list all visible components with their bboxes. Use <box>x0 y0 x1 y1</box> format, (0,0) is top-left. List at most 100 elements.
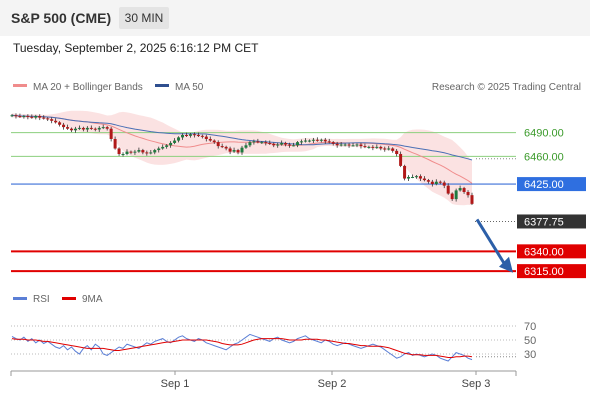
candle-body <box>438 181 442 183</box>
rsi-tick-label: 30 <box>524 349 536 361</box>
candle-body <box>355 144 359 146</box>
candle-body <box>299 141 303 143</box>
ma50-legend-swatch <box>155 84 169 87</box>
candle-body <box>224 146 228 149</box>
pivot-label: 6425.00 <box>524 179 564 191</box>
last-price-label: 6377.75 <box>524 216 564 228</box>
candle-body <box>426 180 430 182</box>
candle-body <box>303 140 307 142</box>
x-axis-labels: Sep 1 Sep 2 Sep 3 <box>161 371 491 390</box>
candle-body <box>240 147 244 153</box>
candle-body <box>204 136 208 139</box>
candle-body <box>101 127 105 129</box>
candle-body <box>81 127 85 130</box>
candle-body <box>268 142 272 144</box>
candle-body <box>232 150 236 152</box>
candle-body <box>228 148 232 152</box>
support-label-box <box>517 244 586 259</box>
candle-body <box>89 127 93 129</box>
candle-body <box>343 144 347 146</box>
bb-legend-swatch <box>13 84 27 87</box>
price-plot: 6490.00 6460.00 6425.00 6377.75 6340.00 6315.… <box>10 110 586 279</box>
candle-body <box>446 185 450 194</box>
candle-body <box>173 140 177 143</box>
candle-body <box>418 176 422 179</box>
candle-body <box>288 144 292 146</box>
candle-body <box>252 141 256 143</box>
support-label-box <box>517 264 586 279</box>
candle-body <box>85 127 89 130</box>
bollinger-band <box>12 110 472 206</box>
candle-body <box>430 181 434 185</box>
rsi-ma-line <box>11 338 473 358</box>
candle-body <box>196 135 200 137</box>
rsi-plot: 70 50 30 <box>11 321 536 362</box>
candle-body <box>220 146 224 148</box>
candle-body <box>77 127 81 129</box>
header-bar: S&P 500 (CME) 30 MIN <box>0 0 590 36</box>
candle-body <box>157 148 161 151</box>
candle-body <box>375 146 379 148</box>
candle-body <box>422 178 426 181</box>
support-label: 6340.00 <box>524 246 564 258</box>
candle-body <box>379 146 383 149</box>
candle-body <box>10 115 14 117</box>
ma50-legend-label: MA 50 <box>175 82 204 93</box>
candle-body <box>323 139 327 142</box>
rsi-line <box>11 333 473 362</box>
candle-body <box>272 143 276 146</box>
candle-body <box>113 138 117 149</box>
candle-body <box>117 148 121 155</box>
candle-body <box>327 141 331 143</box>
rsi-legend-label: RSI <box>33 294 50 305</box>
candle-body <box>248 142 252 146</box>
candle-body <box>363 146 367 148</box>
candle-body <box>14 115 18 117</box>
rsi-legend-swatch <box>13 297 27 300</box>
candle-body <box>462 188 466 192</box>
candle-body <box>339 144 343 146</box>
candle-body <box>264 142 268 144</box>
candle-body <box>292 145 296 147</box>
candle-body <box>50 119 54 121</box>
candle-body <box>121 154 125 156</box>
candle-body <box>188 134 192 136</box>
candle-body <box>93 128 97 130</box>
candle-body <box>133 151 137 153</box>
candle-body <box>260 142 264 144</box>
candle-body <box>169 142 173 146</box>
x-tick-label: Sep 2 <box>318 378 347 390</box>
candle-body <box>26 116 30 118</box>
candle-body <box>34 116 38 118</box>
candle-body <box>18 116 22 118</box>
candle-body <box>145 152 149 154</box>
x-tick-label: Sep 3 <box>462 378 491 390</box>
ma50-line <box>11 114 473 161</box>
rsi-ma-legend-label: 9MA <box>82 294 103 305</box>
candle-body <box>414 176 418 178</box>
candle-body <box>470 195 474 204</box>
candle-body <box>30 116 34 118</box>
candle-body <box>434 181 438 185</box>
candle-body <box>200 135 204 137</box>
rsi-tick-label: 50 <box>524 335 536 347</box>
candle-body <box>335 143 339 146</box>
resistance-label: 6490.00 <box>524 128 564 140</box>
resistance-label: 6460.00 <box>524 151 564 163</box>
candle-body <box>411 176 415 178</box>
candle-body <box>331 142 335 144</box>
candle-body <box>383 148 387 150</box>
timestamp: Tuesday, September 2, 2025 6:16:12 PM CE… <box>13 41 259 55</box>
candle-body <box>351 145 355 147</box>
candle-body <box>359 144 363 147</box>
candle-body <box>315 139 319 141</box>
instrument-title: S&P 500 (CME) <box>11 10 112 26</box>
candle-body <box>296 142 300 146</box>
candle-body <box>256 141 260 143</box>
candle-body <box>22 116 26 118</box>
candle-body <box>73 128 77 131</box>
candle-body <box>208 138 212 141</box>
timeframe-button[interactable]: 30 MIN <box>119 7 169 29</box>
candle-body <box>181 135 185 138</box>
